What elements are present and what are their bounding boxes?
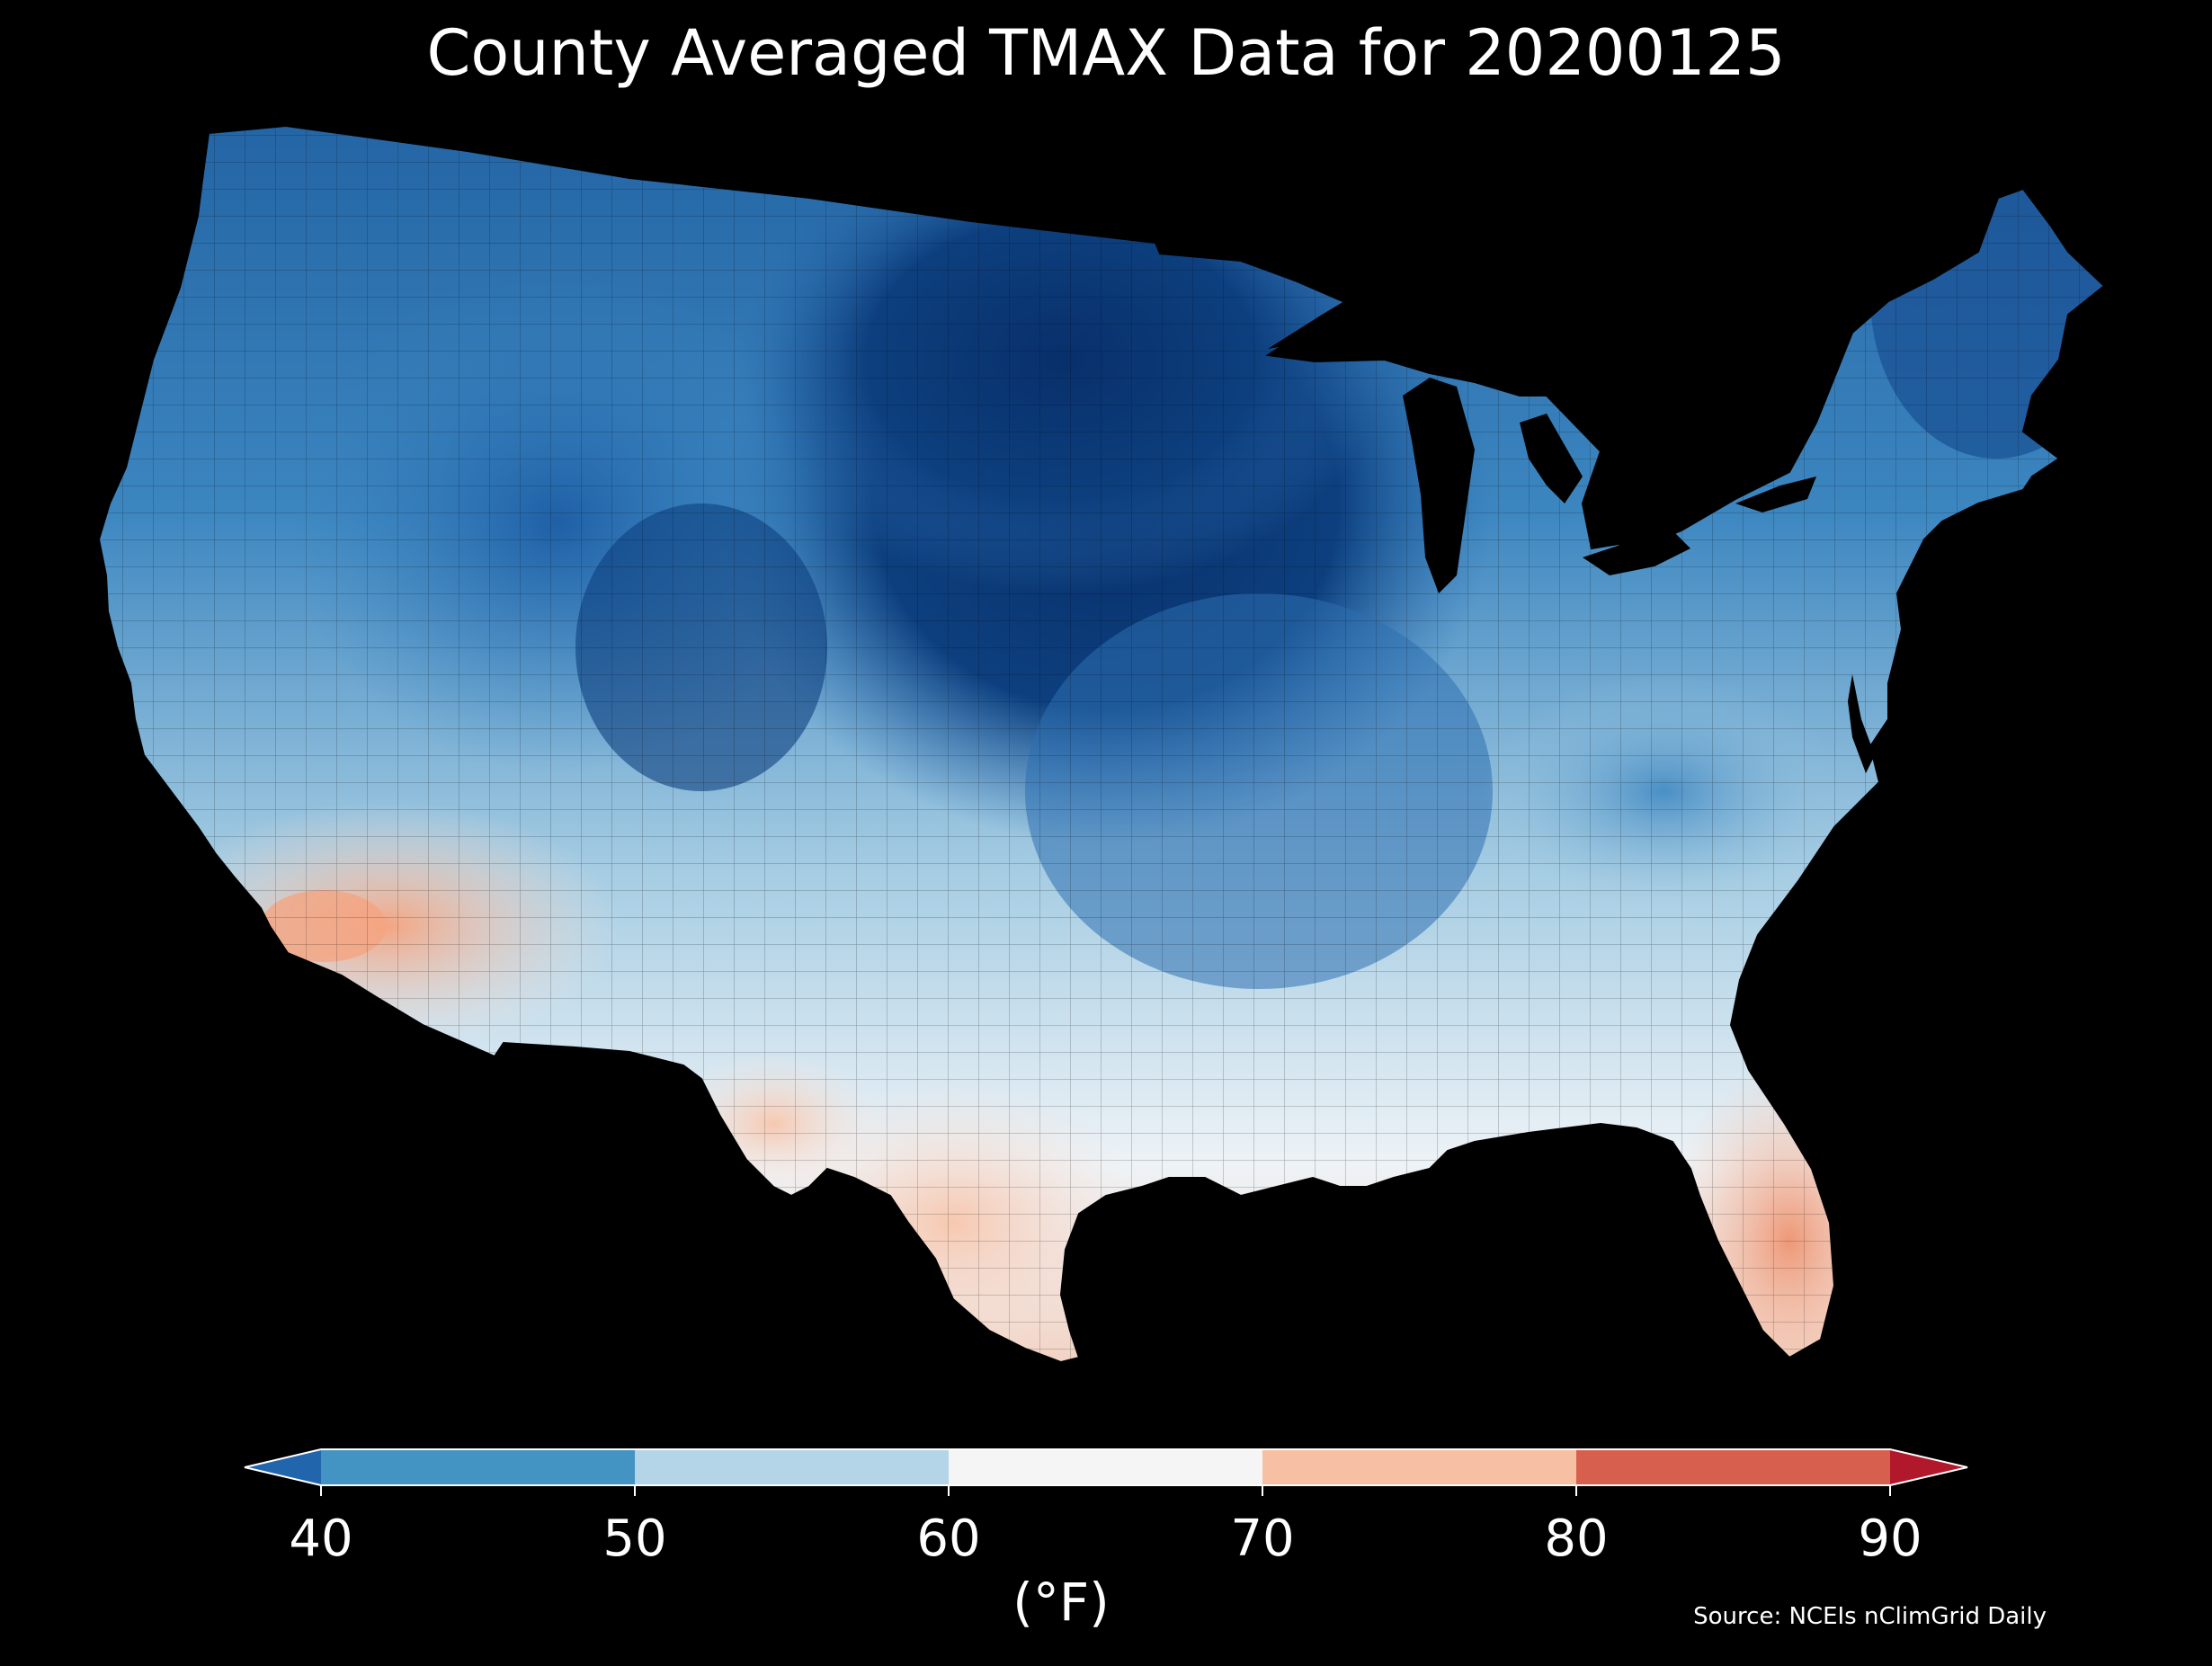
colorbar-tick-label: 40 <box>289 1510 352 1568</box>
map-title: County Averaged TMAX Data for 20200125 <box>426 16 1786 90</box>
unit-text: (°F) <box>1012 1572 1110 1633</box>
colorbar-tick-label: 60 <box>916 1510 980 1568</box>
choropleth-map <box>98 125 2105 1363</box>
chesapeake-bay <box>1848 674 1875 773</box>
us-county-map <box>98 125 2105 1363</box>
great-lakes <box>1268 288 1816 593</box>
county-fill-layer <box>99 126 2104 1362</box>
colorbar-tick-label: 80 <box>1544 1510 1608 1568</box>
colorbar-tick-label: 70 <box>1230 1510 1294 1568</box>
colorbar-unit-label: (°F) <box>0 1572 2212 1633</box>
colorbar-tick-label: 90 <box>1858 1510 1922 1568</box>
colorbar-tick-label: 50 <box>602 1510 666 1568</box>
colorbar-ticks <box>320 1485 1891 1496</box>
source-credit: Source: NCEIs nClimGrid Daily <box>1693 1603 2047 1630</box>
